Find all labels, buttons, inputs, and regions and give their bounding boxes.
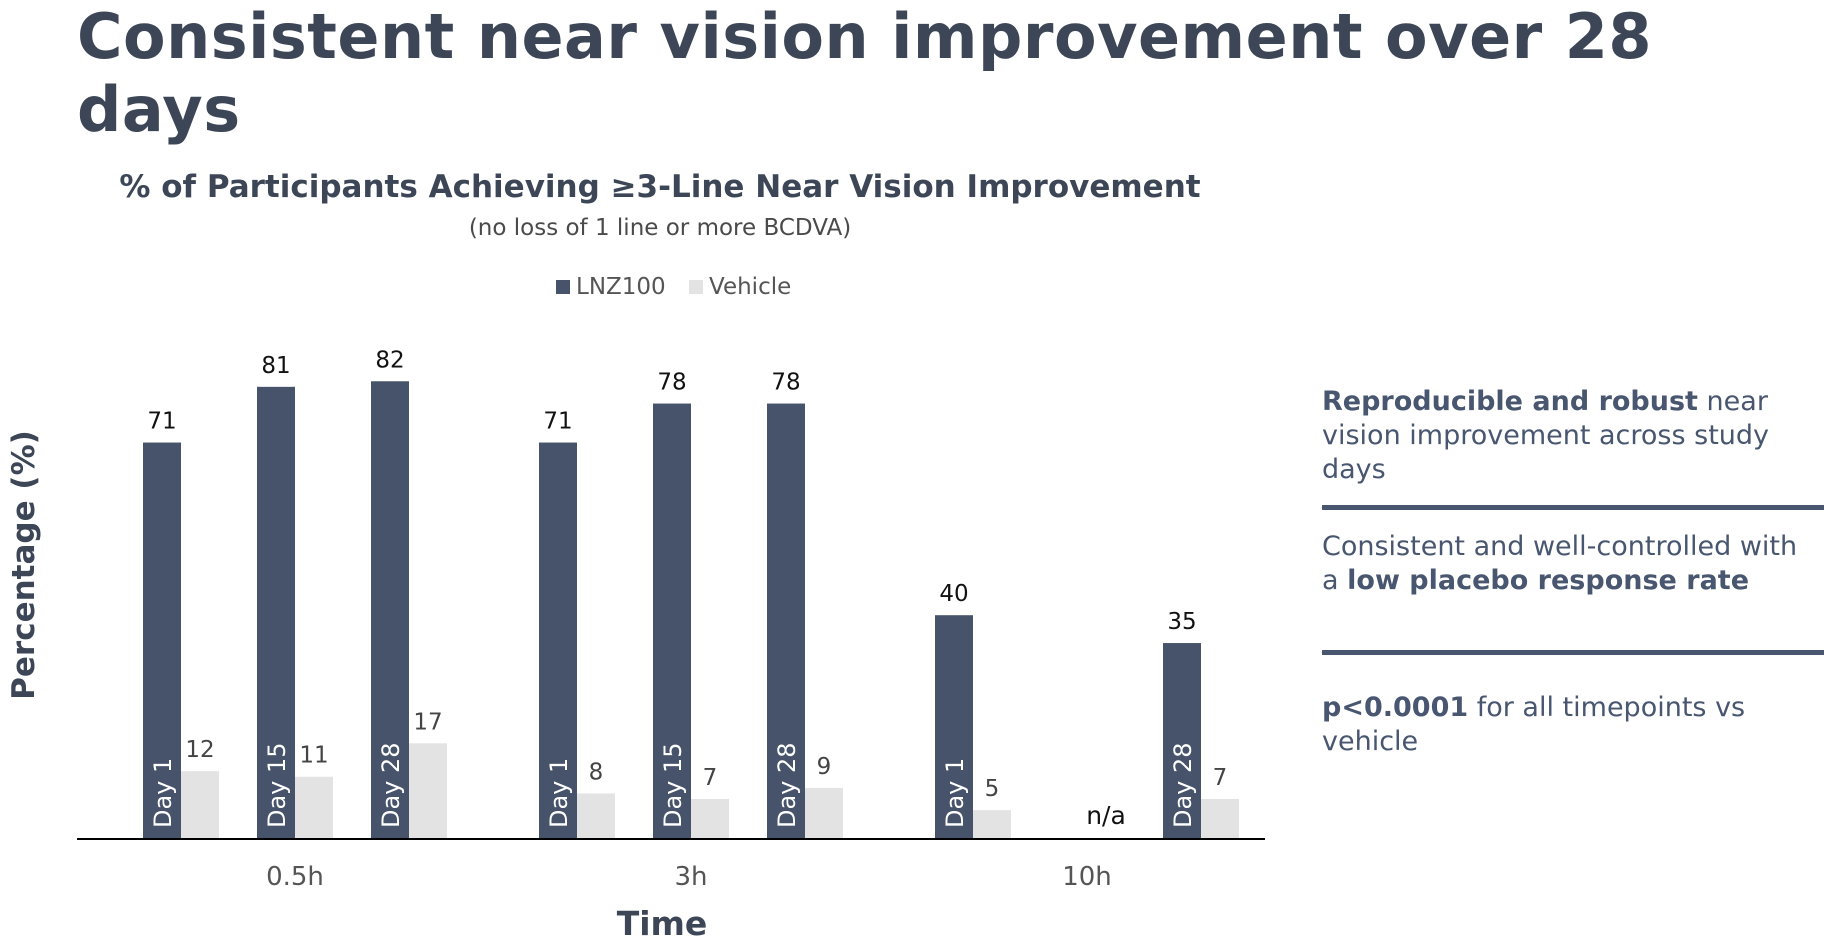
bar-vehicle bbox=[181, 771, 219, 838]
day-label: Day 1 bbox=[545, 758, 573, 828]
callout-pvalue: p<0.0001 for all timepoints vs vehicle bbox=[1322, 691, 1822, 759]
bar-vehicle bbox=[691, 799, 729, 838]
data-label-lnz100: 78 bbox=[771, 370, 800, 396]
data-label-lnz100: 81 bbox=[261, 353, 290, 379]
bar-lnz100 bbox=[1163, 643, 1201, 838]
bar-lnz100 bbox=[371, 381, 409, 838]
day-label: Day 15 bbox=[659, 742, 687, 828]
bar-vehicle bbox=[409, 743, 447, 838]
data-label-vehicle: 7 bbox=[1213, 765, 1228, 791]
callout-1-bold: Reproducible and robust bbox=[1322, 386, 1698, 417]
data-label-vehicle: 7 bbox=[703, 765, 718, 791]
callout-2-text: Consistent and well-controlled with a bbox=[1322, 531, 1798, 596]
data-label-lnz100: 82 bbox=[375, 347, 404, 373]
callout-placebo: Consistent and well-controlled with a lo… bbox=[1322, 530, 1822, 598]
day-label: Day 28 bbox=[377, 742, 405, 828]
bar-lnz100 bbox=[143, 442, 181, 838]
x-tick-label: 3h bbox=[674, 862, 707, 892]
data-label-vehicle: 12 bbox=[185, 737, 214, 763]
x-tick-label: 0.5h bbox=[266, 862, 324, 892]
callout-2-bold: low placebo response rate bbox=[1347, 565, 1750, 596]
legend-swatch-lnz100 bbox=[556, 280, 570, 294]
bar-vehicle bbox=[295, 776, 333, 838]
day-label: Day 1 bbox=[941, 758, 969, 828]
bar-lnz100 bbox=[257, 386, 295, 838]
day-label: Day 28 bbox=[1169, 742, 1197, 828]
x-tick-label: 10h bbox=[1062, 862, 1112, 892]
na-label: n/a bbox=[1086, 801, 1126, 830]
callout-divider-1 bbox=[1322, 505, 1824, 510]
callout-reproducible: Reproducible and robust near vision impr… bbox=[1322, 385, 1822, 487]
day-label: Day 1 bbox=[149, 758, 177, 828]
callout-1-text: near vision improvement across study day… bbox=[1322, 386, 1770, 485]
data-label-vehicle: 11 bbox=[299, 743, 328, 769]
data-label-vehicle: 9 bbox=[817, 754, 832, 780]
x-axis-title: Time bbox=[617, 904, 708, 942]
page-title: Consistent near vision improvement over … bbox=[77, 0, 1653, 146]
bar-vehicle bbox=[577, 793, 615, 838]
data-label-vehicle: 8 bbox=[589, 759, 604, 785]
chart-subtitle: (no loss of 1 line or more BCDVA) bbox=[469, 215, 851, 241]
day-label: Day 15 bbox=[263, 742, 291, 828]
legend-label-vehicle: Vehicle bbox=[709, 274, 791, 300]
legend-label-lnz100: LNZ100 bbox=[576, 274, 666, 300]
bar-lnz100 bbox=[653, 403, 691, 838]
callout-3-text: for all timepoints vs vehicle bbox=[1322, 692, 1746, 757]
legend-swatch-vehicle bbox=[689, 280, 703, 294]
y-axis-title: Percentage (%) bbox=[6, 430, 42, 700]
chart-title: % of Participants Achieving ≥3-Line Near… bbox=[119, 169, 1200, 205]
bar-vehicle bbox=[973, 810, 1011, 838]
data-label-vehicle: 17 bbox=[413, 709, 442, 735]
data-label-vehicle: 5 bbox=[985, 776, 1000, 802]
data-label-lnz100: 71 bbox=[147, 409, 176, 435]
bar-lnz100 bbox=[935, 615, 973, 838]
data-label-lnz100: 40 bbox=[939, 581, 968, 607]
bar-vehicle bbox=[805, 787, 843, 838]
bar-lnz100 bbox=[767, 403, 805, 838]
data-label-lnz100: 35 bbox=[1167, 609, 1196, 635]
data-label-lnz100: 78 bbox=[657, 370, 686, 396]
bar-vehicle bbox=[1201, 799, 1239, 838]
data-label-lnz100: 71 bbox=[543, 409, 572, 435]
callout-3-bold: p<0.0001 bbox=[1322, 692, 1469, 723]
day-label: Day 28 bbox=[773, 742, 801, 828]
callout-divider-2 bbox=[1322, 650, 1824, 655]
bar-lnz100 bbox=[539, 442, 577, 838]
